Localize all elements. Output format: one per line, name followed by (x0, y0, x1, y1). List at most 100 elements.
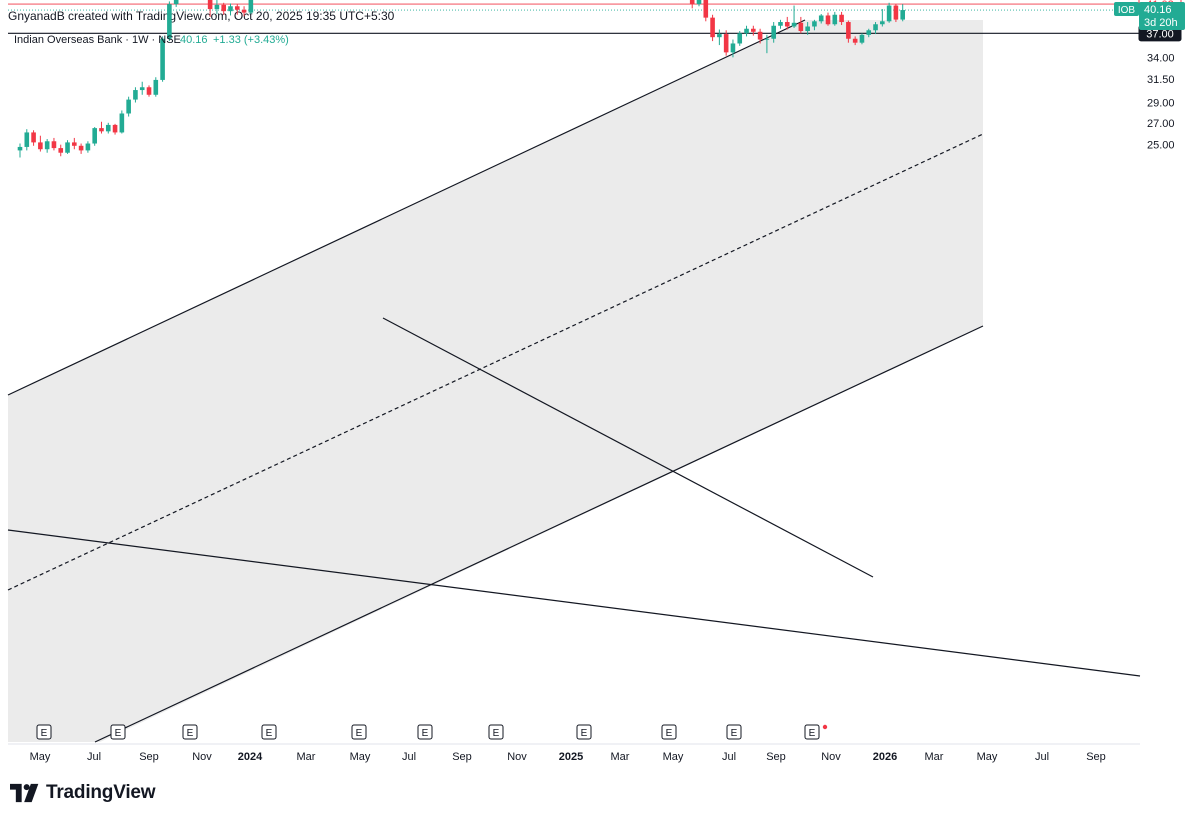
candle[interactable] (65, 140, 70, 154)
earnings-marker[interactable]: E (261, 724, 277, 740)
x-tick-label: Mar (297, 751, 316, 763)
earnings-marker[interactable]: E (110, 724, 126, 740)
candle[interactable] (852, 36, 858, 46)
candle[interactable] (791, 5, 797, 28)
candle[interactable] (44, 139, 50, 153)
descending-trendline[interactable] (382, 317, 874, 578)
earnings-marker[interactable]: E (182, 724, 198, 740)
candle[interactable] (234, 4, 240, 15)
long-support-trendline[interactable] (7, 529, 1141, 677)
candle[interactable] (92, 127, 97, 146)
candle[interactable] (31, 130, 36, 146)
candle[interactable] (812, 19, 817, 31)
y-tick-label: 25.00 (1147, 140, 1175, 152)
candle[interactable] (900, 4, 905, 22)
candle[interactable] (146, 85, 152, 97)
candle[interactable] (689, 0, 695, 9)
candle[interactable] (751, 25, 756, 36)
x-tick-label: Sep (1086, 751, 1106, 763)
candle[interactable] (58, 144, 64, 157)
candle[interactable] (818, 14, 824, 24)
channel-lower-line[interactable] (94, 325, 984, 743)
candle[interactable] (859, 33, 865, 45)
candle[interactable] (893, 4, 899, 23)
candle[interactable] (99, 121, 104, 134)
candle[interactable] (784, 16, 790, 30)
candle[interactable] (221, 2, 226, 15)
candle[interactable] (112, 123, 118, 135)
candle[interactable] (228, 3, 233, 16)
x-tick-label: May (350, 751, 371, 763)
x-tick-label: Jul (1035, 751, 1049, 763)
candle[interactable] (805, 22, 810, 35)
candle[interactable] (771, 22, 776, 43)
candle[interactable] (248, 0, 254, 15)
candle[interactable] (85, 141, 91, 153)
price-tag-label: 37.00 (1146, 28, 1174, 40)
candle[interactable] (839, 11, 844, 25)
earnings-marker-label: E (187, 728, 194, 739)
candle[interactable] (173, 0, 179, 7)
candle[interactable] (723, 30, 729, 56)
candle[interactable] (730, 39, 736, 58)
candle[interactable] (139, 81, 145, 95)
candle[interactable] (17, 143, 23, 158)
candle[interactable] (119, 110, 125, 134)
candle[interactable] (744, 25, 749, 37)
candle[interactable] (866, 28, 872, 38)
earnings-marker-label: E (493, 728, 500, 739)
y-tick-label: 29.00 (1147, 98, 1175, 110)
earnings-marker[interactable]: E (804, 724, 820, 740)
candle[interactable] (160, 36, 165, 82)
candle[interactable] (846, 20, 851, 43)
candle[interactable] (126, 96, 131, 117)
candle[interactable] (832, 11, 838, 26)
candle[interactable] (207, 0, 213, 17)
candle[interactable] (24, 129, 30, 151)
channel-upper-line[interactable] (7, 19, 806, 396)
earnings-marker[interactable]: E (351, 724, 367, 740)
candle[interactable] (717, 29, 722, 46)
candle[interactable] (757, 28, 763, 44)
candle[interactable] (778, 19, 783, 29)
candle[interactable] (133, 87, 138, 103)
x-tick-label: May (977, 751, 998, 763)
candle[interactable] (153, 77, 159, 97)
candle[interactable] (38, 135, 43, 152)
candle[interactable] (798, 16, 804, 34)
candle[interactable] (886, 2, 892, 23)
y-tick-label: 34.00 (1147, 52, 1175, 64)
candle[interactable] (764, 34, 770, 54)
x-tick-label: Mar (611, 751, 630, 763)
upcoming-earnings-dot (822, 724, 828, 730)
candle[interactable] (710, 14, 715, 42)
candle[interactable] (696, 0, 702, 7)
candle[interactable] (873, 22, 878, 35)
candle[interactable] (703, 0, 709, 22)
earnings-marker[interactable]: E (661, 724, 677, 740)
candle[interactable] (51, 137, 57, 151)
earnings-marker[interactable]: E (726, 724, 742, 740)
candle[interactable] (880, 9, 885, 27)
chart-credit: GnyanadB created with TradingView.com, O… (8, 9, 395, 23)
candle[interactable] (105, 122, 111, 134)
channel-fill (8, 20, 983, 742)
tradingview-wordmark: TradingView (46, 782, 156, 803)
candle[interactable] (167, 1, 172, 42)
candle[interactable] (78, 143, 84, 154)
earnings-marker[interactable]: E (36, 724, 52, 740)
candle[interactable] (72, 137, 77, 150)
x-tick-label: Jul (722, 751, 736, 763)
x-tick-label: Sep (766, 751, 786, 763)
candle[interactable] (737, 31, 743, 46)
earnings-marker[interactable]: E (488, 724, 504, 740)
channel-mid-line[interactable] (7, 133, 984, 591)
candle[interactable] (825, 12, 831, 26)
candle[interactable] (214, 0, 220, 15)
earnings-marker[interactable]: E (417, 724, 433, 740)
earnings-marker-label: E (115, 728, 122, 739)
candle[interactable] (241, 6, 247, 17)
earnings-marker[interactable]: E (576, 724, 592, 740)
